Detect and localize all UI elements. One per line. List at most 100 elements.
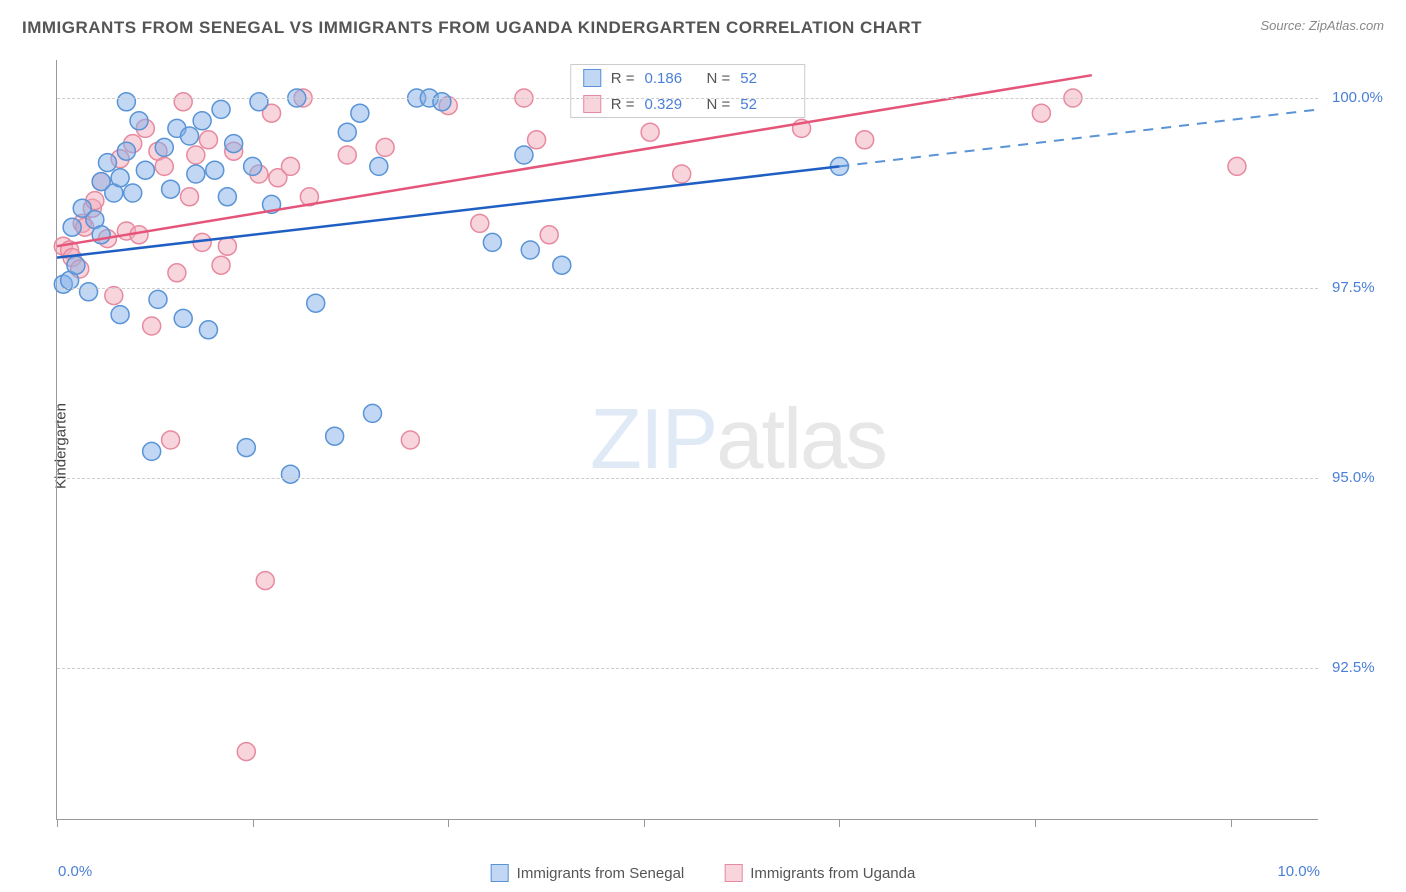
senegal-r-value: 0.186 bbox=[645, 70, 697, 87]
senegal-point bbox=[521, 241, 539, 259]
senegal-point bbox=[244, 157, 262, 175]
uganda-point bbox=[105, 287, 123, 305]
uganda-point bbox=[187, 146, 205, 164]
uganda-point bbox=[376, 138, 394, 156]
y-tick-label: 92.5% bbox=[1332, 659, 1375, 676]
x-tick bbox=[1231, 819, 1232, 827]
senegal-n-value: 52 bbox=[740, 70, 792, 87]
uganda-point bbox=[528, 131, 546, 149]
uganda-point bbox=[174, 93, 192, 111]
senegal-point bbox=[124, 184, 142, 202]
uganda-point bbox=[1032, 104, 1050, 122]
uganda-point bbox=[856, 131, 874, 149]
legend-item-senegal: Immigrants from Senegal bbox=[491, 864, 685, 882]
senegal-point bbox=[307, 294, 325, 312]
uganda-point bbox=[471, 214, 489, 232]
legend-item-uganda: Immigrants from Uganda bbox=[724, 864, 915, 882]
uganda-point bbox=[401, 431, 419, 449]
senegal-point bbox=[130, 112, 148, 130]
senegal-point bbox=[117, 142, 135, 160]
senegal-trendline bbox=[57, 166, 839, 257]
senegal-legend-label: Immigrants from Senegal bbox=[517, 865, 685, 882]
senegal-point bbox=[338, 123, 356, 141]
senegal-point bbox=[181, 127, 199, 145]
senegal-point bbox=[225, 135, 243, 153]
x-tick bbox=[448, 819, 449, 827]
x-tick bbox=[57, 819, 58, 827]
uganda-point bbox=[1228, 157, 1246, 175]
uganda-point bbox=[143, 317, 161, 335]
senegal-point bbox=[174, 309, 192, 327]
senegal-point bbox=[199, 321, 217, 339]
legend-stats-uganda: R = 0.329 N = 52 bbox=[571, 91, 805, 117]
plot-area: ZIPatlas R = 0.186 N = 52 R = 0.329 N = … bbox=[56, 60, 1318, 820]
senegal-point bbox=[218, 188, 236, 206]
senegal-point bbox=[187, 165, 205, 183]
source-attribution: Source: ZipAtlas.com bbox=[1260, 18, 1384, 33]
uganda-point bbox=[237, 743, 255, 761]
y-tick-label: 95.0% bbox=[1332, 469, 1375, 486]
senegal-point bbox=[143, 442, 161, 460]
senegal-point bbox=[250, 93, 268, 111]
uganda-point bbox=[673, 165, 691, 183]
senegal-point bbox=[370, 157, 388, 175]
gridline bbox=[57, 288, 1318, 289]
senegal-point bbox=[326, 427, 344, 445]
chart-title: IMMIGRANTS FROM SENEGAL VS IMMIGRANTS FR… bbox=[22, 18, 922, 38]
legend-bottom: Immigrants from Senegal Immigrants from … bbox=[491, 864, 916, 882]
senegal-point bbox=[351, 104, 369, 122]
senegal-point bbox=[433, 93, 451, 111]
senegal-point bbox=[80, 283, 98, 301]
senegal-point bbox=[237, 439, 255, 457]
senegal-point bbox=[155, 138, 173, 156]
scatter-svg bbox=[57, 60, 1318, 819]
senegal-point bbox=[111, 306, 129, 324]
r-label: R = bbox=[611, 70, 635, 87]
x-tick bbox=[839, 819, 840, 827]
senegal-point bbox=[515, 146, 533, 164]
y-tick-label: 100.0% bbox=[1332, 89, 1383, 106]
uganda-point bbox=[155, 157, 173, 175]
senegal-point bbox=[111, 169, 129, 187]
uganda-point bbox=[641, 123, 659, 141]
senegal-point bbox=[483, 233, 501, 251]
senegal-point bbox=[117, 93, 135, 111]
senegal-point bbox=[63, 218, 81, 236]
senegal-point bbox=[364, 404, 382, 422]
x-tick bbox=[253, 819, 254, 827]
senegal-point bbox=[212, 100, 230, 118]
x-tick bbox=[644, 819, 645, 827]
x-tick bbox=[1035, 819, 1036, 827]
legend-stats-senegal: R = 0.186 N = 52 bbox=[571, 65, 805, 91]
uganda-legend-label: Immigrants from Uganda bbox=[750, 865, 915, 882]
gridline bbox=[57, 478, 1318, 479]
senegal-swatch-icon bbox=[583, 69, 601, 87]
x-axis-max-label: 10.0% bbox=[1277, 863, 1320, 880]
uganda-point bbox=[256, 572, 274, 590]
senegal-swatch-icon bbox=[491, 864, 509, 882]
legend-stats-box: R = 0.186 N = 52 R = 0.329 N = 52 bbox=[570, 64, 806, 118]
senegal-point bbox=[281, 465, 299, 483]
uganda-point bbox=[281, 157, 299, 175]
gridline bbox=[57, 668, 1318, 669]
uganda-point bbox=[181, 188, 199, 206]
uganda-point bbox=[199, 131, 217, 149]
uganda-point bbox=[540, 226, 558, 244]
uganda-point bbox=[212, 256, 230, 274]
x-axis-min-label: 0.0% bbox=[58, 863, 92, 880]
senegal-trendline-extrapolated bbox=[839, 109, 1319, 166]
uganda-swatch-icon bbox=[724, 864, 742, 882]
n-label: N = bbox=[707, 70, 731, 87]
uganda-point bbox=[338, 146, 356, 164]
senegal-point bbox=[98, 154, 116, 172]
uganda-point bbox=[218, 237, 236, 255]
senegal-point bbox=[136, 161, 154, 179]
uganda-point bbox=[168, 264, 186, 282]
senegal-point bbox=[149, 290, 167, 308]
senegal-point bbox=[553, 256, 571, 274]
gridline bbox=[57, 98, 1318, 99]
y-tick-label: 97.5% bbox=[1332, 279, 1375, 296]
uganda-point bbox=[162, 431, 180, 449]
senegal-point bbox=[206, 161, 224, 179]
senegal-point bbox=[67, 256, 85, 274]
